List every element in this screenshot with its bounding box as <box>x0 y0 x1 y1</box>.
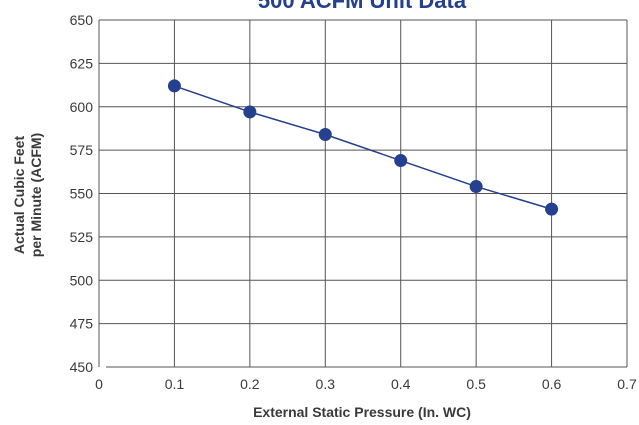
x-axis-label: External Static Pressure (In. WC) <box>253 404 471 420</box>
y-axis-label-line-1: Actual Cubic Feet <box>11 136 27 255</box>
data-point <box>469 180 483 194</box>
data-point <box>394 154 408 168</box>
y-tick-labels: 450 475 500 525 550 575 600 625 650 <box>70 12 94 375</box>
x-tick-label: 0.1 <box>165 376 185 392</box>
grid <box>99 20 627 367</box>
x-tick-label: 0 <box>95 376 103 392</box>
chart-title: 500 ACFM Unit Data <box>258 0 467 13</box>
y-tick-label: 600 <box>70 99 94 115</box>
y-tick-label: 500 <box>70 272 94 288</box>
x-tick-labels: 0 0.1 0.2 0.3 0.4 0.5 0.6 0.7 <box>95 376 637 392</box>
x-tick-label: 0.4 <box>391 376 411 392</box>
x-tick-label: 0.6 <box>542 376 562 392</box>
series-line <box>174 85 552 210</box>
data-point <box>167 79 181 93</box>
data-point <box>318 128 332 142</box>
x-tick-label: 0.3 <box>316 376 336 392</box>
y-axis-label: Actual Cubic Feet per Minute (ACFM) <box>11 133 44 257</box>
y-axis-label-line-2: per Minute (ACFM) <box>28 133 44 257</box>
series <box>167 79 559 216</box>
x-tick-label: 0.2 <box>240 376 260 392</box>
y-tick-label: 625 <box>70 55 94 71</box>
y-tick-label: 475 <box>70 316 94 332</box>
y-tick-label: 450 <box>70 359 94 375</box>
y-tick-label: 550 <box>70 186 94 202</box>
y-tick-label: 525 <box>70 229 94 245</box>
y-tick-label: 650 <box>70 12 94 28</box>
x-tick-label: 0.5 <box>466 376 486 392</box>
x-tick-label: 0.7 <box>617 376 637 392</box>
data-point <box>243 105 257 119</box>
y-tick-label: 575 <box>70 142 94 158</box>
data-point <box>545 202 559 216</box>
plot-frame <box>98 19 628 368</box>
